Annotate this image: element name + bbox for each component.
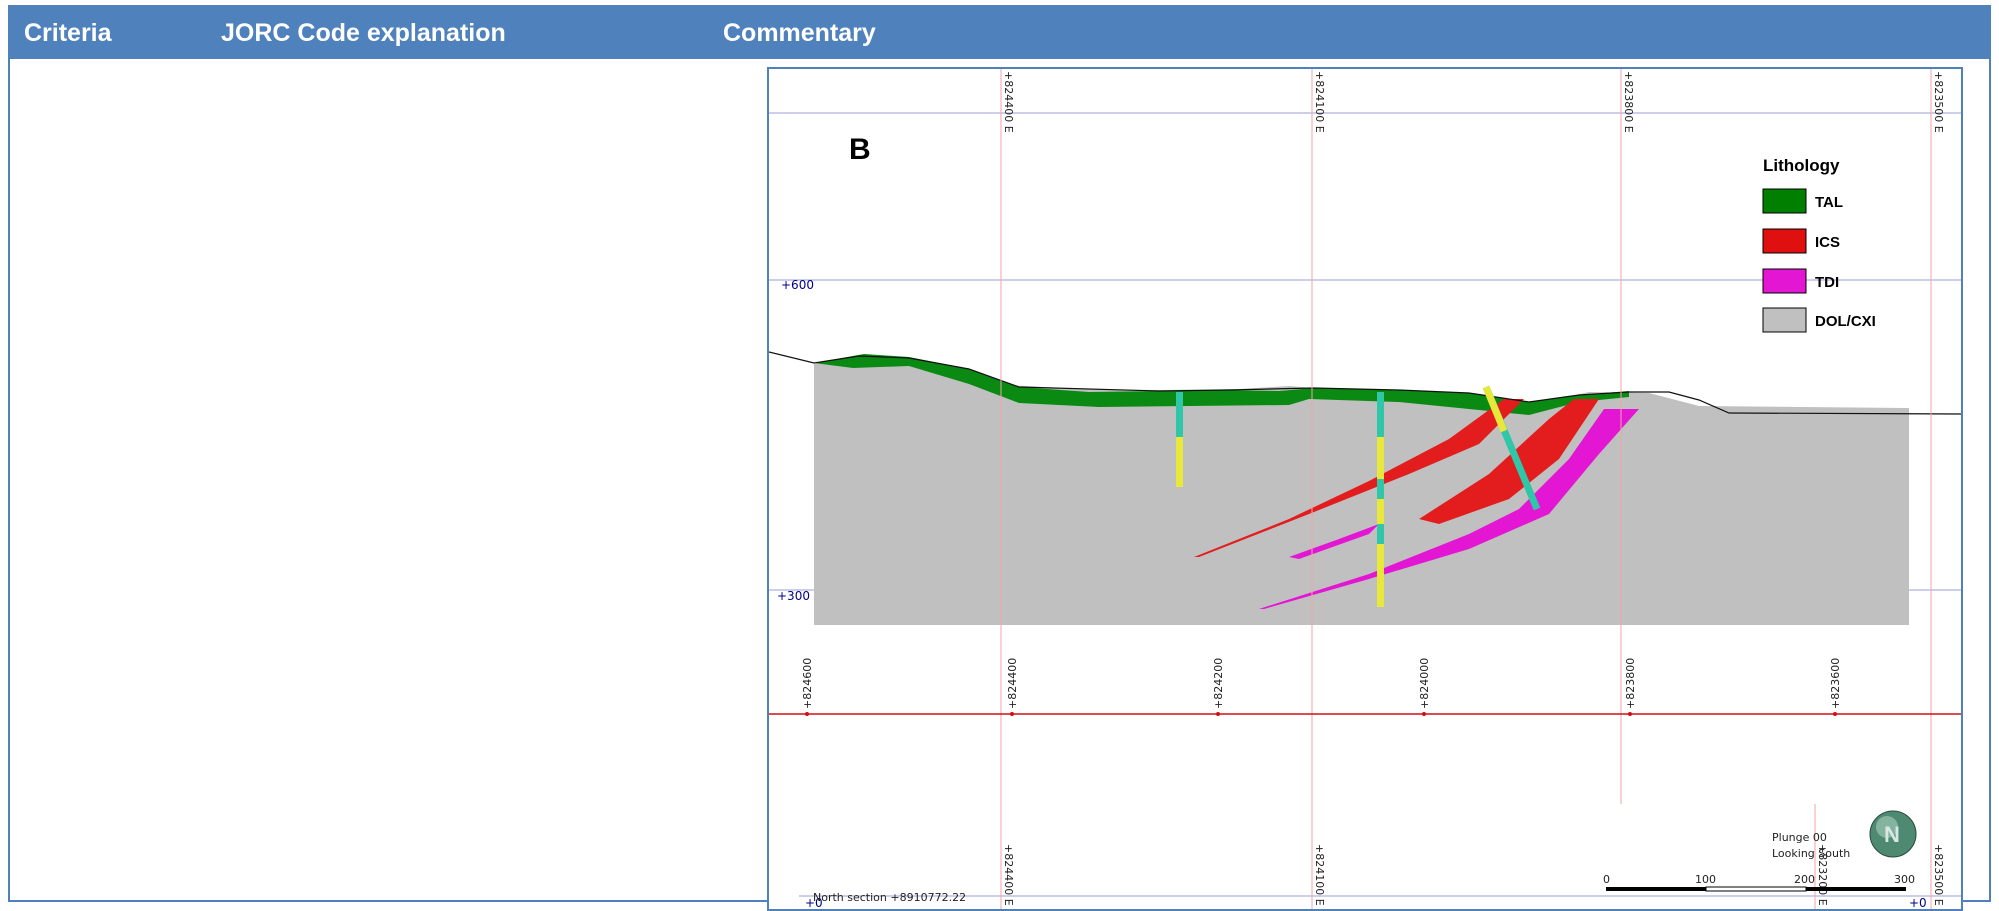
scale-label-300: 300 bbox=[1894, 873, 1915, 886]
scale-label-0: 0 bbox=[1603, 873, 1610, 886]
drillhole-1 bbox=[1176, 392, 1183, 487]
header-commentary: Commentary bbox=[723, 19, 876, 47]
top-grid-label-1: +824400 E bbox=[1002, 71, 1015, 133]
drillhole-2 bbox=[1377, 392, 1384, 607]
svg-text:N: N bbox=[1884, 822, 1900, 847]
elevation-label-300: +300 bbox=[777, 589, 810, 603]
plan-tick-1: +824600 bbox=[801, 658, 814, 709]
scale-label-200: 200 bbox=[1794, 873, 1815, 886]
bottom-grid-label-1: +824400 E bbox=[1002, 844, 1015, 906]
north-arrow-icon: N bbox=[1869, 810, 1917, 858]
legend-swatch-dol-cxi bbox=[1762, 307, 1807, 333]
tal-unit bbox=[814, 354, 1629, 415]
legend-swatch-tdi bbox=[1762, 268, 1807, 294]
legend-title: Lithology bbox=[1763, 156, 1840, 175]
tdi-band-2 bbox=[1259, 409, 1639, 609]
jorc-table: Criteria JORC Code explanation Commentar… bbox=[8, 5, 1991, 911]
top-grid-label-2: +824100 E bbox=[1313, 71, 1326, 133]
topography-line bbox=[769, 351, 1961, 415]
cross-section-figure: B +600 +300 +0 +0 +824400 E +824100 E +8… bbox=[767, 67, 1963, 911]
legend-label-tal: TAL bbox=[1815, 194, 1843, 211]
ics-band-2 bbox=[1419, 399, 1599, 524]
plan-tick-4: +824000 bbox=[1418, 658, 1431, 709]
north-section-label: North section +8910772.22 bbox=[813, 891, 966, 904]
scale-bar: 0 100 200 300 bbox=[1603, 873, 1915, 892]
ics-band-1 bbox=[1194, 399, 1524, 557]
legend-label-tdi: TDI bbox=[1815, 274, 1839, 291]
plan-tick-3: +824200 bbox=[1212, 658, 1225, 709]
panel-label: B bbox=[849, 133, 871, 166]
legend-label-dol-cxi: DOL/CXI bbox=[1815, 313, 1876, 330]
plan-tick-2: +824400 bbox=[1006, 658, 1019, 709]
table-header-row: Criteria JORC Code explanation Commentar… bbox=[10, 7, 1989, 59]
plunge-label: Plunge 00 bbox=[1772, 831, 1827, 844]
elevation-label-600: +600 bbox=[781, 278, 814, 292]
legend-swatch-ics bbox=[1762, 228, 1807, 254]
legend: Lithology TAL ICS TDI DOL/CXI bbox=[1762, 156, 1876, 333]
cross-section-svg: B +600 +300 +0 +0 +824400 E +824100 E +8… bbox=[769, 69, 1961, 909]
scale-label-100: 100 bbox=[1695, 873, 1716, 886]
plan-tick-6: +823600 bbox=[1829, 658, 1842, 709]
looking-label: Looking South bbox=[1772, 847, 1850, 860]
bottom-grid-label-4: +823500 E bbox=[1932, 844, 1945, 906]
top-grid-label-3: +823800 E bbox=[1622, 71, 1635, 133]
plan-tick-5: +823800 bbox=[1624, 658, 1637, 709]
bottom-grid-label-2: +824100 E bbox=[1313, 844, 1326, 906]
elevation-label-0-right: +0 bbox=[1909, 896, 1927, 909]
header-criteria: Criteria bbox=[24, 19, 112, 47]
top-grid-label-4: +823500 E bbox=[1932, 71, 1945, 133]
legend-swatch-tal bbox=[1762, 188, 1807, 214]
legend-label-ics: ICS bbox=[1815, 234, 1840, 251]
header-jorc-explanation: JORC Code explanation bbox=[221, 19, 506, 47]
